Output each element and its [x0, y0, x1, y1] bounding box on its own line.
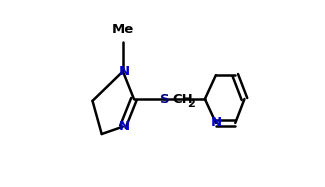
Text: N: N — [210, 117, 221, 129]
Text: N: N — [118, 120, 129, 133]
Text: Me: Me — [112, 23, 134, 36]
Text: 2: 2 — [187, 99, 195, 109]
Text: CH: CH — [172, 93, 193, 105]
Text: S: S — [160, 93, 169, 105]
Text: N: N — [118, 65, 129, 78]
